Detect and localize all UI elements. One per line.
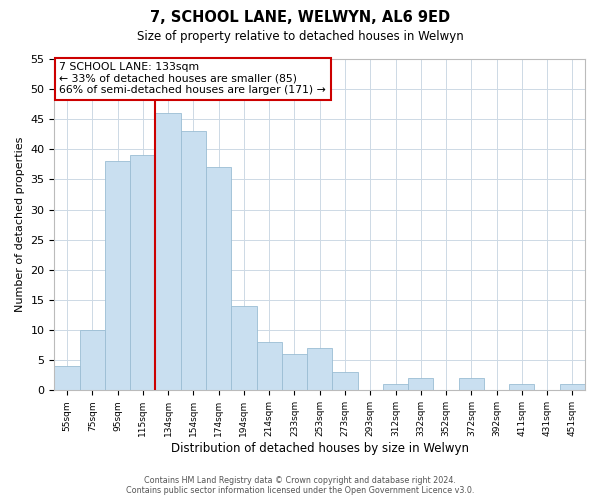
Y-axis label: Number of detached properties: Number of detached properties bbox=[15, 137, 25, 312]
Bar bbox=[181, 132, 206, 390]
Bar bbox=[332, 372, 358, 390]
Bar bbox=[307, 348, 332, 391]
Bar bbox=[55, 366, 80, 390]
Bar bbox=[282, 354, 307, 391]
Text: Size of property relative to detached houses in Welwyn: Size of property relative to detached ho… bbox=[137, 30, 463, 43]
Bar bbox=[105, 162, 130, 390]
Bar bbox=[383, 384, 408, 390]
Bar bbox=[231, 306, 257, 390]
Bar bbox=[560, 384, 585, 390]
Bar bbox=[408, 378, 433, 390]
Bar bbox=[257, 342, 282, 390]
Bar bbox=[80, 330, 105, 390]
Bar bbox=[206, 168, 231, 390]
Bar bbox=[458, 378, 484, 390]
Text: 7 SCHOOL LANE: 133sqm
← 33% of detached houses are smaller (85)
66% of semi-deta: 7 SCHOOL LANE: 133sqm ← 33% of detached … bbox=[59, 62, 326, 95]
Bar bbox=[509, 384, 535, 390]
X-axis label: Distribution of detached houses by size in Welwyn: Distribution of detached houses by size … bbox=[171, 442, 469, 455]
Bar bbox=[155, 113, 181, 390]
Text: 7, SCHOOL LANE, WELWYN, AL6 9ED: 7, SCHOOL LANE, WELWYN, AL6 9ED bbox=[150, 10, 450, 25]
Text: Contains HM Land Registry data © Crown copyright and database right 2024.
Contai: Contains HM Land Registry data © Crown c… bbox=[126, 476, 474, 495]
Bar bbox=[130, 156, 155, 390]
